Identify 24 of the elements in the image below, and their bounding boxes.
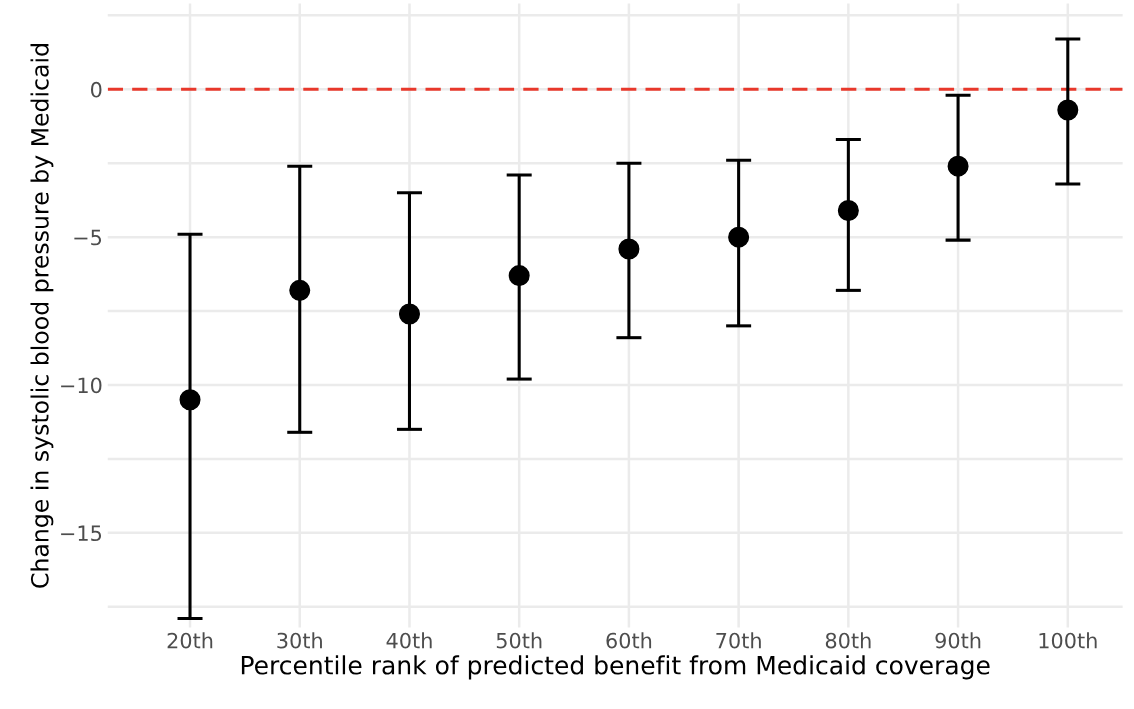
x-tick-label: 100th	[1039, 632, 1097, 649]
y-tick-label: −10	[61, 377, 102, 394]
point	[508, 265, 530, 287]
y-tick-label: −15	[61, 525, 102, 542]
point	[947, 155, 969, 177]
x-tick-label: 90th	[935, 632, 981, 649]
x-tick-label: 70th	[716, 632, 761, 649]
point	[728, 226, 750, 248]
x-tick-label: 40th	[386, 632, 432, 649]
x-tick-label: 30th	[277, 632, 322, 649]
x-axis-title: Percentile rank of predicted benefit from Medicaid coverage	[241, 655, 990, 680]
point	[179, 389, 201, 411]
x-tick-label: 50th	[496, 632, 542, 649]
point	[289, 279, 311, 301]
point	[837, 200, 859, 222]
y-axis-title: Change in systolic blood pressure by Medicaid	[30, 44, 54, 588]
point	[1057, 99, 1079, 121]
point	[618, 238, 640, 260]
x-tick-label: 60th	[606, 632, 652, 649]
x-tick-label: 20th	[167, 632, 213, 649]
x-tick-label: 80th	[825, 632, 871, 649]
y-tick-label: −5	[74, 229, 102, 246]
point	[398, 303, 420, 325]
y-tick-label: 0	[90, 81, 102, 98]
